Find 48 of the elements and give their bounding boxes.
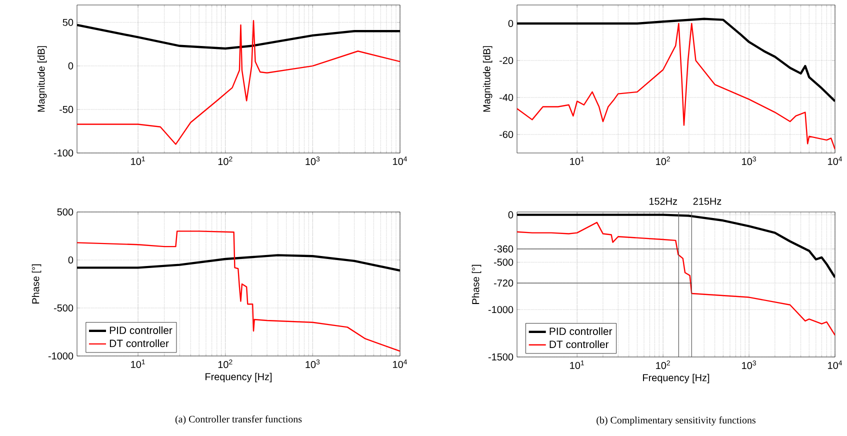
legend-label: DT controller	[110, 339, 169, 348]
x-tick-label: 10$^{1}$	[570, 156, 584, 166]
y-tick-label: -500	[494, 258, 514, 266]
y-tick-label: 50	[62, 18, 74, 26]
y-tick-label: -20	[500, 56, 514, 64]
x-tick-label: 10$^{4}$	[393, 156, 408, 166]
y-tick-label: -1000	[48, 352, 74, 360]
y-tick-label: -60	[500, 130, 514, 138]
legend-label: DT controller	[550, 340, 609, 348]
y-tick-label: 500	[57, 208, 74, 216]
y-tick-label: -100	[54, 149, 74, 157]
x-tick-label: 10$^{3}$	[742, 156, 756, 166]
x-tick-label: 10$^{2}$	[656, 156, 670, 166]
x-tick-label: 10$^{4}$	[393, 360, 408, 368]
y-axis-title: Phase [°]	[32, 264, 42, 304]
y-tick-label: 0	[68, 256, 74, 264]
y-tick-label: -1000	[488, 306, 514, 314]
y-tick-label: 0	[508, 211, 514, 218]
x-tick-label: 10$^{1}$	[131, 360, 145, 368]
x-axis-title: Frequency [Hz]	[206, 372, 272, 382]
y-axis-title: Magnitude [dB]	[482, 46, 492, 112]
x-axis-title: Frequency [Hz]	[643, 374, 710, 384]
x-tick-label: 10$^{1}$	[570, 360, 584, 370]
x-tick-label: 10$^{2}$	[218, 360, 232, 368]
x-tick-label: 10$^{2}$	[656, 360, 670, 370]
ref-line-label: 215Hz	[693, 198, 722, 205]
legend-label: PID controller	[110, 326, 172, 334]
y-tick-label: -500	[54, 304, 74, 312]
y-tick-label: -720	[494, 280, 514, 287]
x-tick-label: 10$^{2}$	[218, 156, 232, 166]
y-axis-title: Magnitude [dB]	[37, 46, 47, 112]
y-tick-label: -360	[494, 245, 514, 252]
text: (b) Complimentary sensitivity functions	[596, 416, 756, 426]
x-tick-label: 10$^{3}$	[306, 156, 320, 166]
y-tick-label: 0	[508, 20, 514, 28]
y-tick-label: 0	[68, 62, 74, 70]
x-tick-label: 10$^{3}$	[306, 360, 320, 368]
ref-line-label: 152Hz	[649, 198, 677, 205]
y-axis-title: Phase [°]	[472, 264, 482, 304]
y-tick-label: -40	[500, 94, 514, 102]
text: (a) Controller transfer functions	[175, 415, 302, 425]
x-tick-label: 10$^{4}$	[828, 156, 842, 166]
y-tick-label: -50	[60, 106, 74, 113]
legend-label: PID controller	[550, 327, 612, 335]
x-tick-label: 10$^{4}$	[828, 360, 842, 370]
y-tick-label: -1500	[488, 353, 514, 361]
x-tick-label: 10$^{3}$	[742, 360, 756, 370]
x-tick-label: 10$^{1}$	[131, 156, 145, 166]
